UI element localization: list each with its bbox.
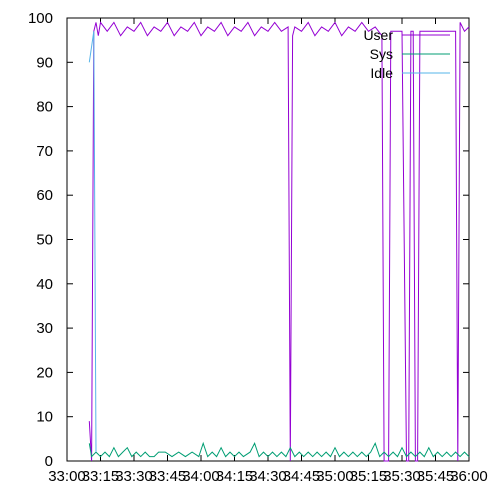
series-line-sys (88, 441, 470, 458)
y-tick-label: 80 (36, 99, 53, 116)
legend: User Sys Idle (363, 27, 450, 81)
x-tick-label: 34:15 (216, 468, 254, 485)
y-tick-label: 0 (45, 453, 53, 470)
y-tick-label: 90 (36, 54, 53, 71)
series-line-idle (88, 31, 97, 453)
y-tick-label: 40 (36, 276, 53, 293)
y-tick-label: 50 (36, 232, 53, 249)
y-tick-label: 60 (36, 187, 53, 204)
x-tick-label: 33:00 (48, 468, 86, 485)
legend-label-sys: Sys (370, 46, 393, 62)
x-tick-label: 35:00 (316, 468, 354, 485)
x-tick-label: 36:00 (450, 468, 488, 485)
series-line-user (88, 21, 470, 462)
y-tick-label: 30 (36, 320, 53, 337)
x-tick-label: 34:30 (249, 468, 287, 485)
y-tick-label: 70 (36, 143, 53, 160)
x-tick-label: 34:00 (182, 468, 220, 485)
x-tick-label: 33:45 (149, 468, 187, 485)
legend-label-user: User (363, 27, 393, 43)
x-tick-label: 33:15 (82, 468, 120, 485)
x-axis: 33:0033:1533:3033:4534:0034:1534:3034:45… (48, 18, 488, 485)
y-tick-label: 20 (36, 364, 53, 381)
y-tick-label: 10 (36, 409, 53, 426)
y-axis: 0 10 20 30 40 50 60 70 80 90 100 (28, 10, 469, 470)
x-tick-label: 35:15 (350, 468, 388, 485)
x-tick-label: 34:45 (283, 468, 321, 485)
x-tick-label: 35:45 (417, 468, 455, 485)
y-tick-label: 100 (28, 10, 53, 27)
series-layer (88, 21, 470, 462)
legend-label-idle: Idle (370, 65, 393, 81)
x-tick-label: 35:30 (383, 468, 421, 485)
x-tick-label: 33:30 (115, 468, 153, 485)
